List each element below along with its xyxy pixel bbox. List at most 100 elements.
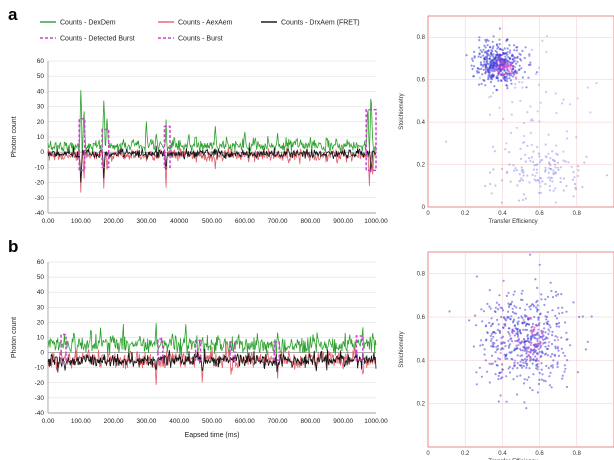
data-point	[494, 184, 497, 187]
data-point	[513, 364, 516, 367]
data-point	[559, 177, 562, 180]
series-line	[47, 323, 377, 357]
data-point	[511, 68, 514, 71]
x-tick-label: 600.00	[235, 218, 255, 225]
data-point	[529, 105, 532, 108]
data-point	[500, 315, 503, 319]
data-point	[512, 293, 515, 296]
data-point	[525, 347, 528, 350]
x-tick-label: 200.00	[104, 418, 124, 425]
data-point	[534, 349, 537, 352]
data-point	[581, 315, 584, 318]
data-point	[494, 49, 497, 53]
scatter-panel-b: 00.20.40.60.80.80.60.40.2Transfer Effici…	[399, 251, 614, 460]
data-point	[548, 189, 552, 192]
data-point	[547, 328, 550, 331]
data-point	[494, 373, 497, 376]
data-point	[523, 358, 527, 361]
data-point	[536, 337, 539, 341]
data-point	[500, 179, 504, 182]
data-point	[562, 159, 565, 162]
data-point	[482, 310, 485, 313]
x-tick-label: 300.00	[136, 218, 156, 225]
y-tick-label: 0.8	[417, 272, 426, 278]
data-point	[510, 82, 513, 85]
data-point	[496, 308, 500, 311]
data-point	[527, 337, 530, 340]
data-point	[509, 180, 512, 183]
y-tick-label: 10	[37, 134, 45, 141]
data-point	[529, 337, 532, 340]
data-point	[537, 359, 540, 363]
data-point	[514, 83, 517, 86]
data-point	[501, 60, 505, 63]
data-point	[527, 76, 530, 79]
data-point	[492, 335, 495, 338]
data-point	[480, 375, 483, 378]
data-point	[497, 323, 500, 326]
data-point	[557, 293, 560, 296]
burst-marker	[194, 352, 202, 361]
data-point	[537, 179, 540, 182]
data-point	[550, 168, 553, 171]
data-point	[539, 101, 542, 104]
data-point	[491, 58, 494, 62]
data-point	[498, 331, 501, 335]
data-point	[507, 367, 510, 370]
data-point	[524, 308, 527, 311]
data-point	[532, 358, 535, 361]
data-point	[503, 323, 506, 326]
series-line	[47, 90, 377, 155]
data-point	[513, 73, 516, 76]
data-point	[503, 73, 506, 76]
data-point	[480, 67, 483, 70]
data-point	[500, 341, 503, 344]
data-point	[468, 319, 471, 322]
data-point	[529, 344, 533, 347]
data-point	[470, 64, 473, 67]
data-point	[516, 184, 519, 187]
data-point	[539, 161, 542, 164]
data-point	[559, 166, 563, 169]
data-point	[509, 64, 512, 67]
burst-marker	[163, 125, 171, 153]
y-tick-label: 0	[40, 149, 44, 156]
data-point	[516, 330, 520, 333]
legend-label: Counts - Burst	[178, 36, 223, 43]
data-point	[567, 161, 570, 164]
data-point	[533, 164, 536, 167]
data-point	[532, 353, 535, 356]
data-point	[512, 320, 515, 323]
data-point	[516, 393, 519, 396]
data-point	[511, 101, 514, 104]
y-tick-label: 0.2	[417, 163, 426, 169]
data-point	[565, 331, 568, 334]
data-point	[504, 79, 507, 82]
data-point	[548, 161, 551, 164]
data-point	[497, 377, 500, 381]
data-point	[535, 367, 538, 370]
trace-panel-a: 60 50 40 30 20 10 0 -10 -20 -30 -400.00 100.00 200.0…	[11, 58, 388, 225]
data-point	[525, 322, 529, 325]
legend-label: Counts - Detected Burst	[60, 36, 135, 43]
x-tick-label: 700.00	[268, 418, 288, 425]
data-point	[538, 371, 541, 375]
data-point	[499, 54, 502, 57]
data-point	[551, 180, 554, 183]
data-point	[536, 146, 539, 149]
data-point	[488, 113, 492, 116]
data-point	[534, 278, 537, 281]
data-point	[530, 143, 533, 147]
data-point	[490, 66, 493, 69]
data-point	[484, 84, 487, 87]
data-point	[555, 294, 558, 297]
data-point	[515, 126, 518, 129]
data-point	[507, 310, 510, 313]
data-point	[504, 58, 508, 61]
burst-marker	[163, 152, 171, 169]
data-point	[554, 92, 557, 95]
data-point	[525, 303, 529, 306]
data-point	[541, 342, 544, 345]
data-point	[487, 63, 490, 66]
data-point	[503, 66, 506, 69]
